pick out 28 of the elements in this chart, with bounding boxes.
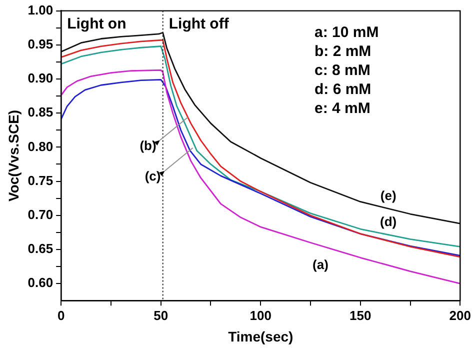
y-tick-label: 0.80 (28, 138, 54, 154)
annotation: c: 8 mM (314, 62, 370, 79)
x-tick-label: 150 (350, 308, 372, 323)
annotation: Light on (67, 15, 126, 32)
annotation: (e) (380, 188, 396, 204)
annotation: d: 6 mM (314, 80, 372, 98)
annotation: Light off (168, 15, 230, 32)
y-tick-label: 0.75 (28, 172, 54, 188)
y-tick-label: 0.90 (28, 70, 54, 86)
annotation: a: 10 mM (314, 24, 379, 41)
annotation: e: 4 mM (314, 100, 370, 117)
y-tick-label: 1.00 (28, 2, 54, 18)
annotation: (a) (312, 256, 328, 272)
annotation: (d) (380, 214, 397, 230)
y-tick-label: 0.65 (28, 241, 54, 256)
x-tick-label: 100 (250, 308, 272, 323)
x-tick-label: 50 (154, 308, 168, 323)
annotation: (c) (144, 168, 161, 184)
x-tick-label: 200 (449, 308, 472, 323)
y-tick-label: 0.85 (28, 104, 54, 120)
annotation: b: 2 mM (314, 42, 372, 60)
x-axis-title: Time(sec) (228, 328, 294, 344)
y-tick-label: 0.70 (28, 206, 54, 222)
y-tick-label: 0.60 (28, 275, 54, 290)
y-axis-title: Voc(Vvs.SCE) (5, 110, 22, 202)
annotation: (b) (140, 138, 156, 153)
x-tick-label: 0 (57, 308, 65, 323)
y-tick-label: 0.95 (28, 36, 54, 52)
